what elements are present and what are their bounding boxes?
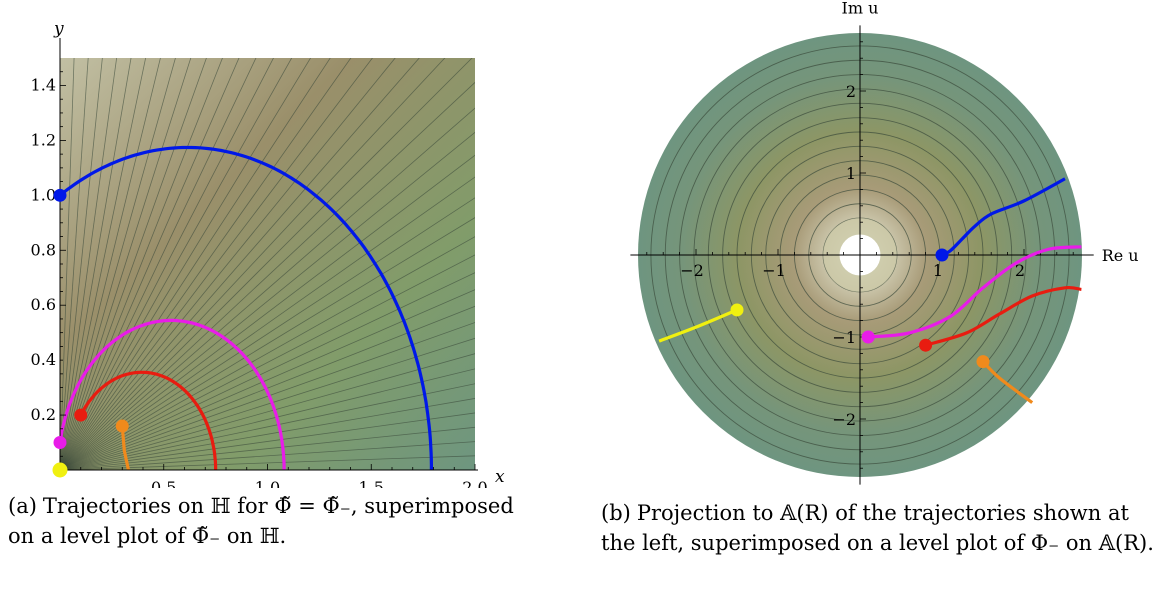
start-points-b [730,248,990,369]
start-point-a-3 [115,419,129,433]
axes-a: 0.5 1.0 1.5 2.0 0.2 0.4 0.6 0.8 1.0 1.2 1.4 x y [31,19,505,488]
trajectory-a-0 [60,145,433,470]
x-tick-label-a: 2.0 [462,478,487,488]
level-ray [60,441,475,470]
level-ray [60,58,223,470]
level-ray [60,455,475,470]
start-point-b-0 [935,248,949,262]
start-point-b-3 [976,355,990,369]
level-ray [60,58,161,470]
level-ray [60,58,89,470]
level-ray [60,197,475,470]
trajectory-a-2 [79,370,218,470]
x-tick-label-b: −1 [762,261,786,280]
x-tick-label-a: 1.0 [255,478,280,488]
level-ray [60,368,475,470]
level-ray [60,383,475,470]
panel-b: −2 −1 1 2 −2 −1 1 2 Re u Im u [630,0,1139,485]
level-ray [60,58,420,470]
panel-a: 0.5 1.0 1.5 2.0 0.2 0.4 0.6 0.8 1.0 1.2 1.4 x y [31,19,505,488]
start-point-b-1 [861,330,875,344]
level-ray [60,176,475,470]
start-point-a-0 [53,188,67,202]
level-ray [60,58,147,470]
y-tick-label-b: 1 [846,164,856,183]
level-ray [60,131,475,470]
level-ray [60,337,475,470]
trajectory-b-0 [941,177,1066,257]
level-ray [60,58,446,470]
axes-b: −2 −1 1 2 −2 −1 1 2 Re u Im u [630,0,1139,485]
level-ray [60,412,475,470]
level-rays-a [60,58,475,470]
caption-a-text: Trajectories on ℍ for Φ̃ = Φ̃₋, superimp… [8,494,514,548]
x-tick-label-b: 2 [1015,261,1025,280]
trajectory-a-1 [60,318,286,470]
trajectories-b [658,177,1082,404]
caption-a-label: (a) [8,494,37,518]
level-ray [60,322,475,470]
figure-canvas: 0.5 1.0 1.5 2.0 0.2 0.4 0.6 0.8 1.0 1.2 1.4 x y −2 −1… [31,0,1139,488]
y-tick-label-a: 1.0 [31,185,56,204]
level-ray [60,58,132,470]
y-tick-label-a: 0.8 [31,240,56,259]
level-ray [60,58,118,470]
level-ray [60,353,475,470]
y-tick-label-b: −2 [832,410,856,429]
y-tick-label-a: 1.2 [31,130,56,149]
x-tick-label-b: 1 [933,261,943,280]
level-ray [60,58,312,470]
level-ray [60,58,75,470]
level-ray [60,58,473,470]
level-ray [60,58,274,470]
trajectory-b-4 [658,308,738,343]
trajectory-a-3 [120,425,131,470]
level-ray [60,58,103,470]
caption-b-label: (b) [601,501,631,525]
level-ray [60,81,475,470]
y-axis-label-a: y [53,19,64,39]
level-ray [60,154,475,470]
level-ray [60,58,192,470]
x-axis-label-b: Re u [1102,246,1139,265]
x-tick-label-a: 0.5 [151,478,176,488]
y-tick-label-a: 0.2 [31,405,56,424]
level-ray [60,58,176,470]
trajectories-a [60,145,433,470]
start-point-b-4 [730,303,744,317]
start-point-b-2 [919,338,933,352]
y-axis-label-b: Im u [842,0,879,17]
x-tick-label-b: −2 [680,261,704,280]
trajectory-b-1 [868,245,1082,339]
level-ray [60,58,352,470]
y-tick-label-a: 1.4 [31,75,56,94]
level-ray [60,58,396,470]
level-ray [60,58,240,470]
y-tick-label-b: 2 [846,82,856,101]
level-ray [60,58,331,470]
y-tick-label-a: 0.6 [31,295,56,314]
level-ray [60,58,207,470]
start-point-a-4 [52,462,68,478]
level-ray [60,58,293,470]
level-ray [60,107,475,470]
caption-a: (a) Trajectories on ℍ for Φ̃ = Φ̃₋, super… [8,491,538,551]
x-tick-label-a: 1.5 [359,478,384,488]
x-axis-label-a: x [495,467,505,487]
level-ray [60,305,475,470]
start-point-a-2 [74,408,88,422]
level-ray [60,289,475,470]
start-points-a [52,188,129,478]
trajectory-b-2 [925,285,1082,347]
y-tick-label-b: −1 [832,328,856,347]
level-ray [60,398,475,470]
level-ray [60,58,373,470]
start-point-a-1 [53,436,67,450]
level-ray [60,426,475,470]
y-tick-label-a: 0.4 [31,350,56,369]
caption-b: (b) Projection to 𝔸(R) of the trajectorie… [601,498,1161,558]
caption-b-text: Projection to 𝔸(R) of the trajectories s… [601,501,1154,555]
